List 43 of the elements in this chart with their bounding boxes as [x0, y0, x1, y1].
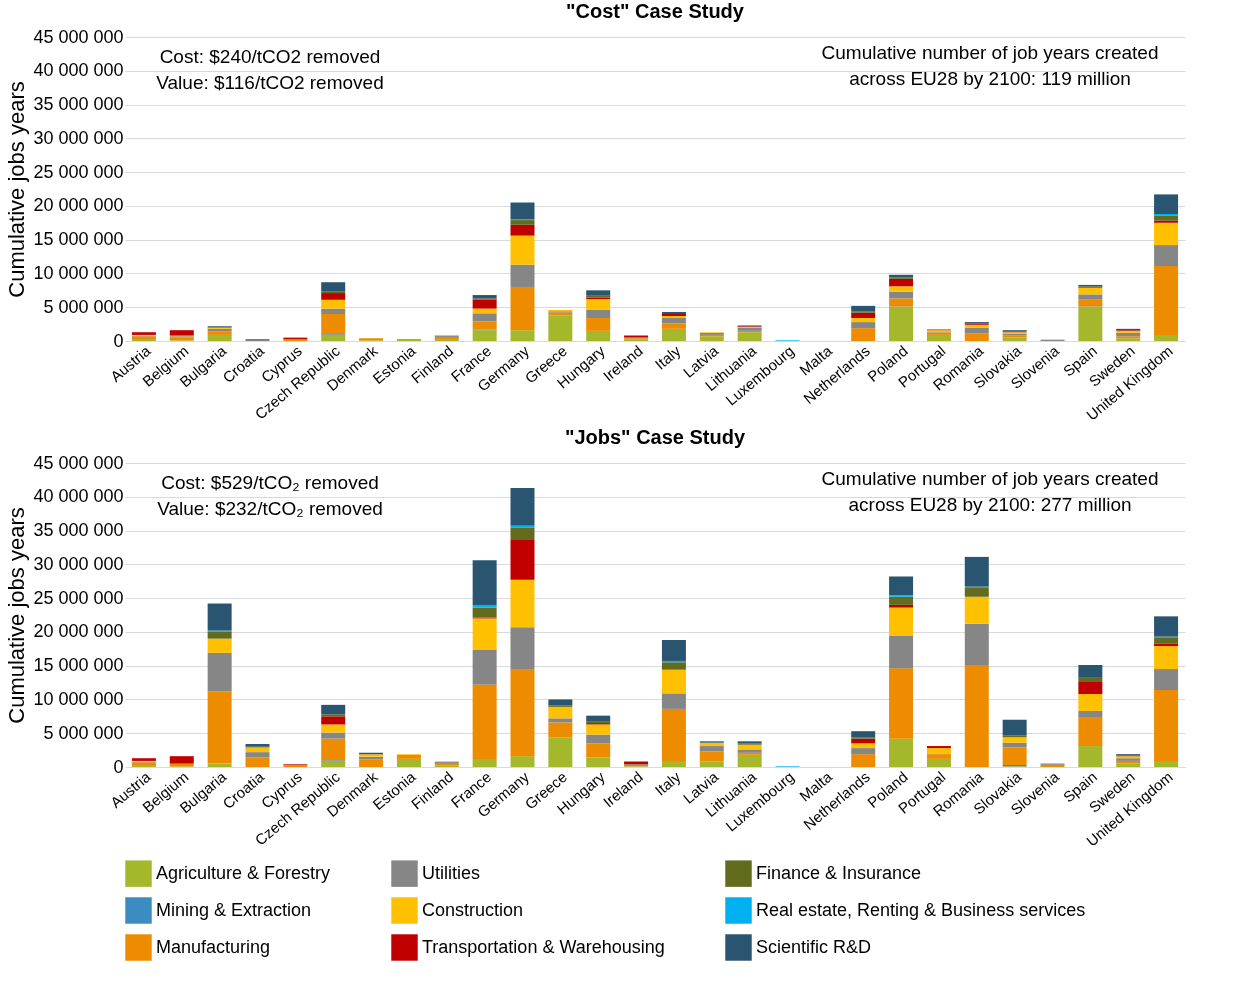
legend-label: Construction	[422, 899, 524, 920]
y-tick-label: 15 000 000	[33, 229, 124, 250]
y-tick-label: 45 000 000	[33, 452, 124, 473]
legend-label: Scientific R&D	[756, 936, 872, 957]
legend-label: Finance & Insurance	[756, 862, 922, 883]
chart-title: "Jobs" Case Study	[564, 426, 746, 448]
legend-label: Agriculture & Forestry	[156, 862, 331, 883]
y-tick-label: 40 000 000	[33, 60, 124, 81]
y-tick-label: 20 000 000	[33, 621, 124, 642]
y-axis-title: Cumulative jobs years	[4, 507, 30, 724]
y-tick-label: 35 000 000	[33, 94, 124, 115]
y-tick-label: 30 000 000	[33, 127, 124, 148]
y-tick-label: 15 000 000	[33, 655, 124, 676]
annotation: Value: $232/tCO₂ removed	[157, 498, 383, 519]
y-tick-label: 0	[113, 756, 124, 777]
legend-label: Manufacturing	[156, 936, 271, 957]
annotation: Value: $116/tCO2 removed	[156, 72, 384, 93]
annotation: Cost: $529/tCO₂ removed	[161, 472, 379, 493]
annotation: Cost: $240/tCO2 removed	[159, 46, 381, 67]
y-tick-label: 0	[113, 330, 124, 351]
y-tick-label: 10 000 000	[33, 688, 124, 709]
y-tick-label: 45 000 000	[33, 26, 124, 47]
y-tick-label: 20 000 000	[33, 195, 124, 216]
y-tick-label: 25 000 000	[33, 587, 124, 608]
legend-label: Real estate, Renting & Business services	[756, 899, 1086, 920]
legend-label: Utilities	[422, 862, 481, 883]
annotation: across EU28 by 2100: 119 million	[849, 68, 1131, 89]
y-tick-label: 25 000 000	[33, 161, 124, 182]
annotation: Cumulative number of job years created	[821, 468, 1159, 489]
legend-label: Mining & Extraction	[156, 899, 312, 920]
chart-title: "Cost" Case Study	[566, 0, 745, 22]
y-axis-title: Cumulative jobs years	[4, 81, 30, 298]
x-tick-label: Italy	[651, 341, 684, 373]
y-tick-label: 40 000 000	[33, 486, 124, 507]
y-tick-label: 5 000 000	[43, 296, 124, 317]
y-tick-label: 5 000 000	[43, 722, 124, 743]
annotation: Cumulative number of job years created	[821, 42, 1159, 63]
y-tick-label: 10 000 000	[33, 262, 124, 283]
legend-label: Transportation & Warehousing	[422, 936, 665, 957]
y-tick-label: 35 000 000	[33, 520, 124, 541]
x-tick-label: Italy	[651, 767, 684, 799]
annotation: across EU28 by 2100: 277 million	[848, 494, 1132, 515]
y-tick-label: 30 000 000	[33, 553, 124, 574]
